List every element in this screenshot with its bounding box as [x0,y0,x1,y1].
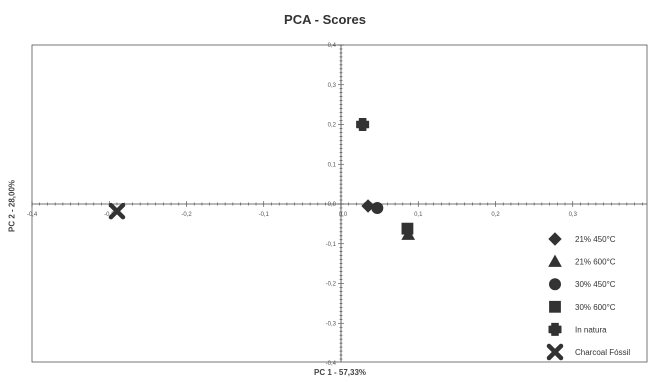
data-point-plus [356,118,370,131]
x-tick-label: 0,2 [491,212,500,218]
y-tick-label: -0,1 [326,242,337,248]
x-tick-label: -0,2 [181,212,192,218]
legend-label: Charcoal Fóssil [575,348,630,357]
legend-marker-diamond [548,232,562,246]
y-tick-label: -0,4 [326,361,337,367]
data-point-circle [371,201,384,214]
data-point-square [401,222,414,235]
legend-marker-triangle [548,254,562,267]
legend-label: 21% 450°C [575,235,616,244]
x-tick-label: 0,3 [569,212,578,218]
x-tick-label: -0,1 [259,212,270,218]
y-tick-label: -0,2 [326,282,337,288]
chart-title: PCA - Scores [284,12,366,27]
x-tick-label: 0,1 [414,212,423,218]
legend-marker-circle [549,278,561,291]
y-tick-label: -0,3 [326,321,337,327]
legend-marker-square [549,300,561,313]
y-axis-label: PC 2 - 28,00% [7,179,17,233]
y-tick-label: 0,3 [328,83,337,89]
legend-marker-x [546,343,564,361]
legend-label: 21% 600°C [575,258,616,267]
legend-label: In natura [575,325,607,334]
y-tick-label: 0,0 [328,202,337,208]
x-tick-label: 0,0 [339,212,348,218]
data-point-diamond [361,199,375,213]
legend-label: 30% 450°C [575,280,616,289]
x-tick-label: -0,3 [104,212,115,218]
legend-label: 30% 600°C [575,303,616,312]
y-tick-label: 0,4 [328,43,337,49]
legend-marker-plus [548,322,562,336]
y-tick-label: 0,1 [328,162,337,168]
y-tick-label: 0,2 [328,123,337,129]
x-axis-label: PC 1 - 57,33% [313,368,367,377]
x-tick-label: -0,4 [27,212,38,218]
data-point-x [108,202,126,220]
